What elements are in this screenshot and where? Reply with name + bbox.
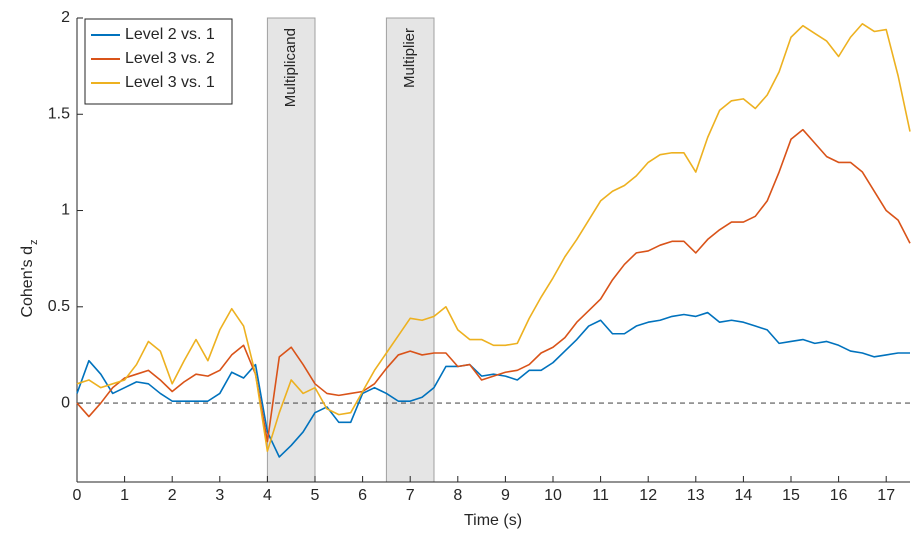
y-tick-label: 1 [61,202,70,219]
y-tick-label: 1.5 [48,105,70,122]
data-line [76,128,911,443]
shaded-region [385,17,435,483]
x-tick-label: 2 [168,487,177,504]
y-axis-label-subscript: z [28,240,40,246]
region-label: Multiplicand [282,28,299,107]
shaded-region [266,17,316,483]
legend-label: Level 2 vs. 1 [125,26,215,43]
x-tick-label: 0 [73,487,82,504]
region-label-group: Multiplicand [282,28,299,107]
data-line [76,311,910,458]
x-tick-label: 4 [263,487,272,504]
y-axis-label: Cohen's d [19,246,36,318]
x-tick-label: 5 [311,487,320,504]
x-tick-label: 7 [406,487,415,504]
x-tick-label: 12 [639,487,657,504]
x-tick-label: 6 [358,487,367,504]
legend-box [84,18,233,105]
x-tick-label: 13 [687,487,705,504]
x-tick-label: 14 [735,487,753,504]
y-tick-label: 0 [61,394,70,411]
x-tick-label: 8 [453,487,462,504]
region-label-group: Multiplier [401,28,418,88]
x-tick-label: 16 [830,487,848,504]
legend-label: Level 3 vs. 1 [125,74,215,91]
legend: Level 2 vs. 1 Level 3 vs. 2 Level 3 vs. 1 [84,18,233,105]
legend-label: Level 3 vs. 2 [125,50,215,67]
x-tick-label: 15 [782,487,800,504]
region-label: Multiplier [401,28,418,88]
x-tick-label: 10 [544,487,562,504]
x-tick-label: 9 [501,487,510,504]
x-tick-label: 3 [215,487,224,504]
y-axis-label-group: Cohen's d z [19,240,40,318]
x-tick-label: 1 [120,487,129,504]
x-axis-label: Time (s) [464,512,522,529]
x-tick-label: 11 [592,487,609,504]
y-tick-label: 0.5 [48,298,70,315]
data-line [76,22,911,452]
x-tick-label: 17 [877,487,895,504]
y-tick-label: 2 [61,9,70,26]
